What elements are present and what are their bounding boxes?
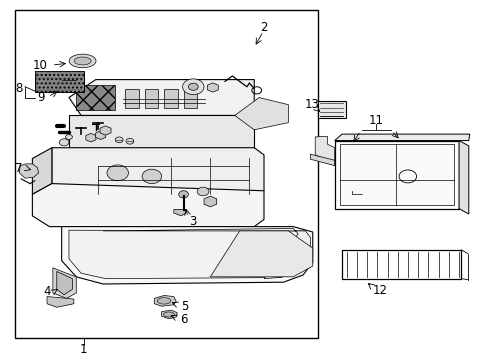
Polygon shape <box>334 134 469 140</box>
Polygon shape <box>173 210 185 216</box>
Text: 6: 6 <box>180 312 187 326</box>
Text: 13: 13 <box>304 98 319 111</box>
Circle shape <box>188 83 198 90</box>
Polygon shape <box>57 271 72 295</box>
Ellipse shape <box>74 57 91 65</box>
Bar <box>76 85 115 110</box>
Text: 4: 4 <box>43 285 51 298</box>
Polygon shape <box>32 184 264 226</box>
Polygon shape <box>154 296 176 306</box>
Bar <box>35 71 83 92</box>
Circle shape <box>197 187 208 196</box>
Ellipse shape <box>157 298 170 304</box>
Bar <box>183 89 197 108</box>
Ellipse shape <box>163 312 174 317</box>
Circle shape <box>59 139 69 146</box>
Polygon shape <box>52 148 264 198</box>
Polygon shape <box>32 148 52 194</box>
Circle shape <box>126 138 134 144</box>
Text: 12: 12 <box>372 284 387 297</box>
Polygon shape <box>69 230 305 279</box>
Text: 8: 8 <box>16 82 23 95</box>
Text: 7: 7 <box>16 162 23 175</box>
Circle shape <box>178 191 188 198</box>
Ellipse shape <box>69 54 96 68</box>
Bar <box>341 250 461 279</box>
Bar <box>334 140 458 209</box>
Circle shape <box>107 165 128 181</box>
Polygon shape <box>310 154 334 166</box>
Bar <box>144 89 158 108</box>
Bar <box>317 101 345 118</box>
Circle shape <box>115 137 123 143</box>
Ellipse shape <box>59 76 79 84</box>
Polygon shape <box>53 268 76 298</box>
Polygon shape <box>161 310 177 319</box>
Text: 5: 5 <box>181 300 188 313</box>
Polygon shape <box>210 231 312 277</box>
Circle shape <box>182 79 203 95</box>
Polygon shape <box>69 116 254 148</box>
Polygon shape <box>61 226 312 284</box>
Polygon shape <box>47 297 74 307</box>
Polygon shape <box>315 136 334 163</box>
Bar <box>15 10 317 338</box>
Text: 10: 10 <box>32 59 47 72</box>
Text: 1: 1 <box>80 343 87 356</box>
Bar <box>163 89 177 108</box>
Bar <box>339 144 453 205</box>
Polygon shape <box>69 80 254 116</box>
Text: 2: 2 <box>260 21 267 34</box>
Bar <box>125 89 139 108</box>
Text: 11: 11 <box>368 114 383 127</box>
Text: 3: 3 <box>189 215 197 228</box>
Polygon shape <box>234 98 288 130</box>
Polygon shape <box>19 164 39 178</box>
Circle shape <box>65 134 72 139</box>
Polygon shape <box>458 140 468 214</box>
Circle shape <box>142 169 161 184</box>
Polygon shape <box>103 228 310 279</box>
Text: 9: 9 <box>37 91 44 104</box>
